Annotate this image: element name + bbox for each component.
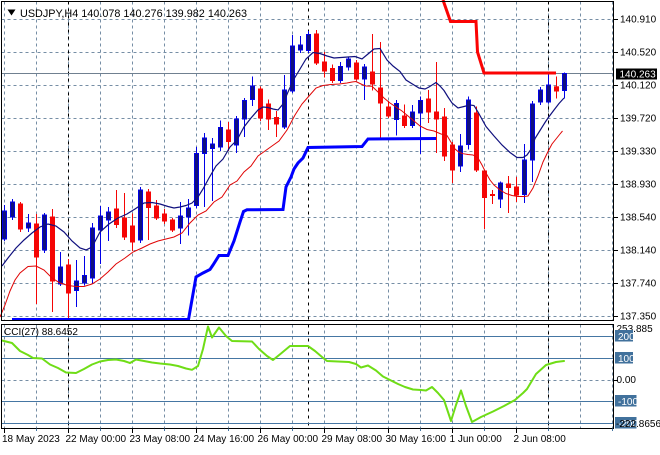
svg-text:2 Jun 08:00: 2 Jun 08:00	[514, 434, 567, 445]
svg-text:140.263: 140.263	[620, 70, 657, 81]
svg-text:-222.8656: -222.8656	[616, 419, 660, 430]
svg-text:22 May 00:00: 22 May 00:00	[66, 434, 127, 445]
svg-text:139.330: 139.330	[620, 147, 657, 158]
svg-text:23 May 08:00: 23 May 08:00	[130, 434, 191, 445]
svg-text:139.720: 139.720	[620, 114, 657, 125]
svg-text:253.885: 253.885	[617, 324, 654, 335]
svg-text:CCI(27) 88.6452: CCI(27) 88.6452	[4, 327, 78, 338]
svg-text:140.120: 140.120	[620, 81, 657, 92]
svg-text:30 May 16:00: 30 May 16:00	[386, 434, 447, 445]
svg-text:USDJPY,H4 140.078 140.276 139: USDJPY,H4 140.078 140.276 139.982 140.26…	[20, 8, 247, 20]
svg-text:29 May 08:00: 29 May 08:00	[322, 434, 383, 445]
svg-text:1 Jun 00:00: 1 Jun 00:00	[450, 434, 503, 445]
svg-text:100: 100	[618, 354, 635, 365]
svg-text:0.00: 0.00	[617, 375, 637, 386]
svg-text:137.350: 137.350	[620, 312, 657, 323]
svg-text:200: 200	[618, 332, 635, 343]
svg-text:-100: -100	[618, 397, 638, 408]
svg-text:138.140: 138.140	[620, 246, 657, 257]
svg-text:138.540: 138.540	[620, 213, 657, 224]
svg-text:-200: -200	[618, 419, 638, 430]
svg-text:140.910: 140.910	[620, 15, 657, 26]
svg-text:137.740: 137.740	[620, 279, 657, 290]
svg-text:140.520: 140.520	[620, 48, 657, 59]
svg-text:138.930: 138.930	[620, 180, 657, 191]
svg-text:18 May 2023: 18 May 2023	[2, 434, 60, 445]
svg-text:24 May 16:00: 24 May 16:00	[194, 434, 255, 445]
svg-text:26 May 00:00: 26 May 00:00	[258, 434, 319, 445]
